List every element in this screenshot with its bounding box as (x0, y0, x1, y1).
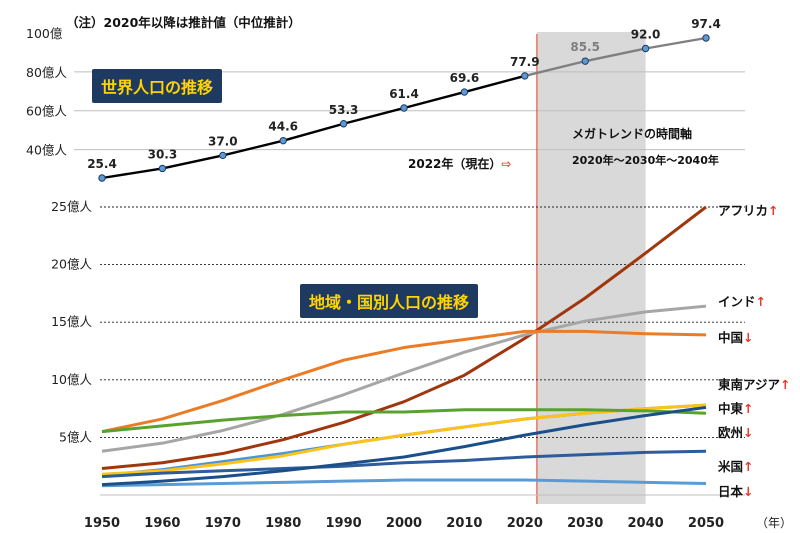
world-data-label: 97.4 (691, 17, 721, 31)
x-tick-label: 2000 (386, 516, 422, 531)
world-data-point (521, 72, 529, 80)
projection-note: （注）2020年以降は推計値（中位推計） (66, 15, 301, 30)
trend-up-icon: ↑ (743, 459, 753, 474)
x-tick-label: 1960 (144, 516, 180, 531)
trend-up-icon: ↑ (768, 203, 778, 218)
world-data-label: 25.4 (87, 157, 117, 171)
world-data-label: 53.3 (329, 103, 359, 117)
world-data-label: 30.3 (148, 147, 178, 161)
world-data-point (219, 151, 227, 160)
world-y-tick-label: 100億 (26, 26, 63, 41)
megatrend-years-label: 2020年～2030年～2040年 (572, 154, 719, 167)
world-data-point (158, 164, 167, 173)
world-data-label: 92.0 (631, 28, 661, 42)
world-data-label: 44.6 (268, 120, 298, 134)
region-series-line (101, 304, 707, 453)
world-y-tick-label: 40億人 (26, 143, 67, 158)
region-series-line (101, 405, 707, 487)
world-data-label: 61.4 (389, 87, 419, 101)
x-tick-label: 1990 (326, 516, 362, 531)
trend-down-icon: ↓ (743, 484, 753, 499)
series-name: アフリカ (718, 203, 768, 218)
regional-population-title: 地域・国別人口の推移 (300, 284, 479, 318)
region-y-tick-label: 5億人 (59, 429, 92, 444)
series-label: アフリカ↑ (718, 203, 779, 218)
series-name: インド (718, 294, 756, 309)
region-series-line (101, 449, 707, 479)
world-y-tick-label: 60億人 (26, 104, 67, 119)
world-data-label: 37.0 (208, 134, 238, 148)
region-y-tick-label: 15億人 (51, 314, 92, 329)
region-y-tick-label: 25億人 (51, 199, 92, 214)
trend-down-icon: ↓ (743, 425, 753, 440)
series-label: インド↑ (718, 294, 766, 309)
world-data-point (400, 104, 408, 112)
world-data-point (581, 57, 589, 65)
world-data-label: 77.9 (510, 55, 540, 69)
region-series-line (101, 205, 707, 470)
x-tick-label: 1970 (205, 516, 241, 531)
region-series-line (101, 329, 707, 434)
world-population-line (101, 74, 526, 180)
trend-down-icon: ↓ (743, 330, 753, 345)
series-name: 中国 (718, 330, 743, 345)
x-tick-label: 1950 (84, 516, 120, 531)
region-series-line (101, 478, 707, 488)
x-tick-label: 2040 (628, 516, 664, 531)
x-tick-label: 2020 (507, 516, 543, 531)
trend-up-icon: ↑ (743, 401, 753, 416)
world-data-point (339, 120, 348, 128)
world-data-point (641, 44, 650, 53)
current-year-arrow-icon: ⇨ (501, 157, 512, 171)
series-name: 東南アジア (718, 377, 780, 392)
world-data-point (702, 34, 710, 42)
current-year-text: 2022年（現在） (408, 157, 502, 171)
megatrend-label: メガトレンドの時間軸 (572, 127, 693, 141)
current-year-label: 2022年（現在）⇨ (408, 155, 511, 172)
trend-up-icon: ↑ (756, 294, 766, 309)
series-label: 中東↑ (718, 401, 754, 416)
world-population-title: 世界人口の推移 (92, 69, 223, 103)
series-label: 米国↑ (717, 459, 754, 474)
series-label: 日本↓ (718, 484, 754, 499)
region-y-tick-label: 20億人 (51, 257, 92, 272)
x-tick-label: 1980 (265, 516, 301, 531)
region-y-tick-label: 10億人 (51, 372, 92, 387)
series-label: 東南アジア↑ (718, 377, 791, 392)
world-data-point (98, 174, 106, 182)
series-label: 中国↓ (718, 330, 754, 345)
world-data-label: 69.6 (450, 71, 480, 85)
megatrend-shaded-region (536, 32, 646, 504)
x-axis-unit: （年） (756, 516, 792, 530)
world-data-point (460, 88, 469, 96)
world-population-projection-line (524, 36, 707, 78)
world-data-point (279, 136, 287, 145)
series-label: 欧州↓ (718, 425, 754, 440)
series-name: 米国 (717, 459, 743, 474)
region-series-line (101, 408, 707, 434)
series-name: 日本 (718, 484, 744, 499)
x-tick-label: 2010 (446, 516, 482, 531)
world-y-tick-label: 80億人 (26, 65, 67, 80)
x-tick-label: 2030 (567, 516, 603, 531)
region-series-line (101, 403, 707, 476)
trend-up-icon: ↑ (780, 377, 790, 392)
world-data-label: 85.5 (570, 40, 600, 54)
series-name: 中東 (718, 401, 744, 416)
series-name: 欧州 (718, 425, 743, 440)
x-tick-label: 2050 (688, 516, 724, 531)
